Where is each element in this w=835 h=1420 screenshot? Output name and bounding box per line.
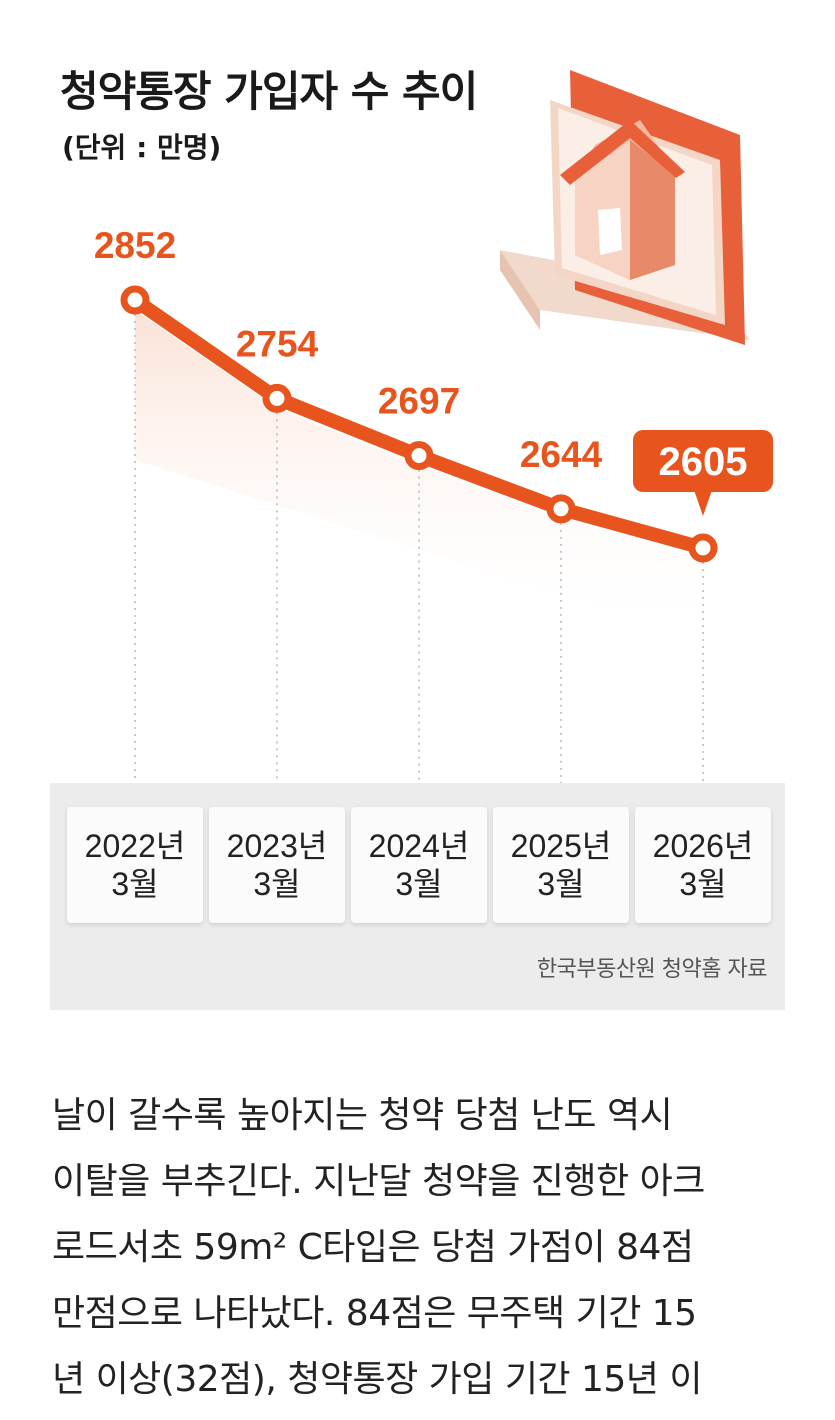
- data-point: [546, 494, 576, 524]
- x-tick-label: 2025년 3월: [493, 807, 629, 923]
- data-label: 2605: [659, 440, 748, 484]
- area-shadow: [135, 310, 703, 640]
- data-point: [120, 285, 150, 315]
- chart-unit: (단위 : 만명): [62, 131, 222, 164]
- data-label: 2644: [520, 434, 603, 475]
- data-label: 2852: [94, 225, 176, 266]
- highlight-value-callout: 2605: [633, 430, 773, 516]
- line-chart: 2852 2754 2697 2644 2605: [94, 225, 773, 783]
- x-tick-month: 3월: [537, 866, 585, 902]
- article-line: 날이 갈수록 높아지는 청약 당첨 난도 역시: [52, 1095, 673, 1136]
- x-tick-year: 2022년: [84, 827, 186, 864]
- article-line: 이탈을 부추긴다. 지난달 청약을 진행한 아크: [52, 1161, 705, 1202]
- chart-title: 청약통장 가입자 수 추이: [60, 67, 478, 116]
- article-line: 년 이상(32점), 청약통장 가입 기간 15년 이: [52, 1359, 703, 1400]
- data-point: [262, 383, 292, 413]
- x-tick-month: 3월: [679, 866, 727, 902]
- x-tick-label: 2026년 3월: [635, 807, 771, 923]
- x-tick-label: 2022년 3월: [67, 807, 203, 923]
- x-tick-month: 3월: [395, 866, 443, 902]
- data-label: 2697: [378, 381, 460, 422]
- x-tick-label: 2023년 3월: [209, 807, 345, 923]
- x-tick-month: 3월: [111, 866, 159, 902]
- infographic: 청약통장 가입자 수 추이 (단위 : 만명) 2852 2754 2697 2644…: [50, 67, 785, 1010]
- x-tick-year: 2023년: [226, 827, 328, 864]
- article-body: 날이 갈수록 높아지는 청약 당첨 난도 역시 이탈을 부추긴다. 지난달 청약…: [52, 1083, 812, 1413]
- data-point: [404, 441, 434, 471]
- article-line: 로드서초 59m² C타입은 당첨 가점이 84점: [52, 1227, 694, 1268]
- x-tick-year: 2025년: [510, 827, 612, 864]
- x-axis-strip: 2022년 3월 2023년 3월 2024년 3월 2025년 3월 2026…: [50, 783, 785, 1010]
- data-point: [688, 533, 718, 563]
- house-illustration: [500, 70, 750, 345]
- x-tick-year: 2026년: [652, 827, 754, 864]
- x-tick-month: 3월: [253, 866, 301, 902]
- data-label: 2754: [236, 323, 319, 364]
- article-line: 만점으로 나타났다. 84점은 무주택 기간 15: [52, 1293, 697, 1334]
- source-note: 한국부동산원 청약홈 자료: [536, 957, 768, 982]
- x-tick-year: 2024년: [368, 827, 470, 864]
- x-tick-label: 2024년 3월: [351, 807, 487, 923]
